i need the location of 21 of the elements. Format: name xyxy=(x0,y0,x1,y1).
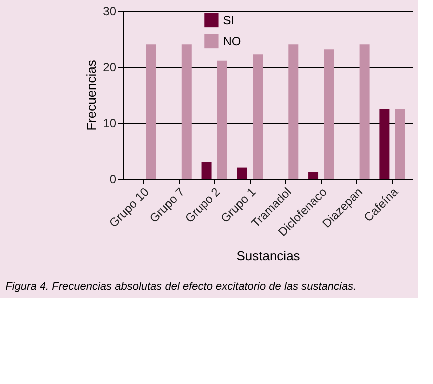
y-tick-label: 30 xyxy=(103,4,117,18)
bar xyxy=(395,110,406,179)
y-tick-label: 10 xyxy=(103,116,117,130)
x-axis-title: Sustancias xyxy=(236,248,301,264)
legend-label: NO xyxy=(223,34,242,48)
bar xyxy=(237,168,248,179)
bar xyxy=(360,44,370,179)
bar xyxy=(308,172,319,179)
legend-label: SI xyxy=(223,14,235,28)
bar xyxy=(380,110,390,179)
bar xyxy=(217,60,228,179)
bar xyxy=(182,44,192,179)
bar xyxy=(202,162,212,179)
bar xyxy=(146,44,156,179)
bar xyxy=(253,54,264,179)
y-tick-label: 0 xyxy=(110,172,117,186)
bar xyxy=(324,50,334,179)
text: Figura 4. Frecuencias absolutas del efecto excitatorio de las sustancias. xyxy=(6,281,357,294)
y-tick-label: 20 xyxy=(103,60,117,74)
y-axis-title: Frecuencias xyxy=(84,60,100,131)
bar xyxy=(288,44,299,179)
